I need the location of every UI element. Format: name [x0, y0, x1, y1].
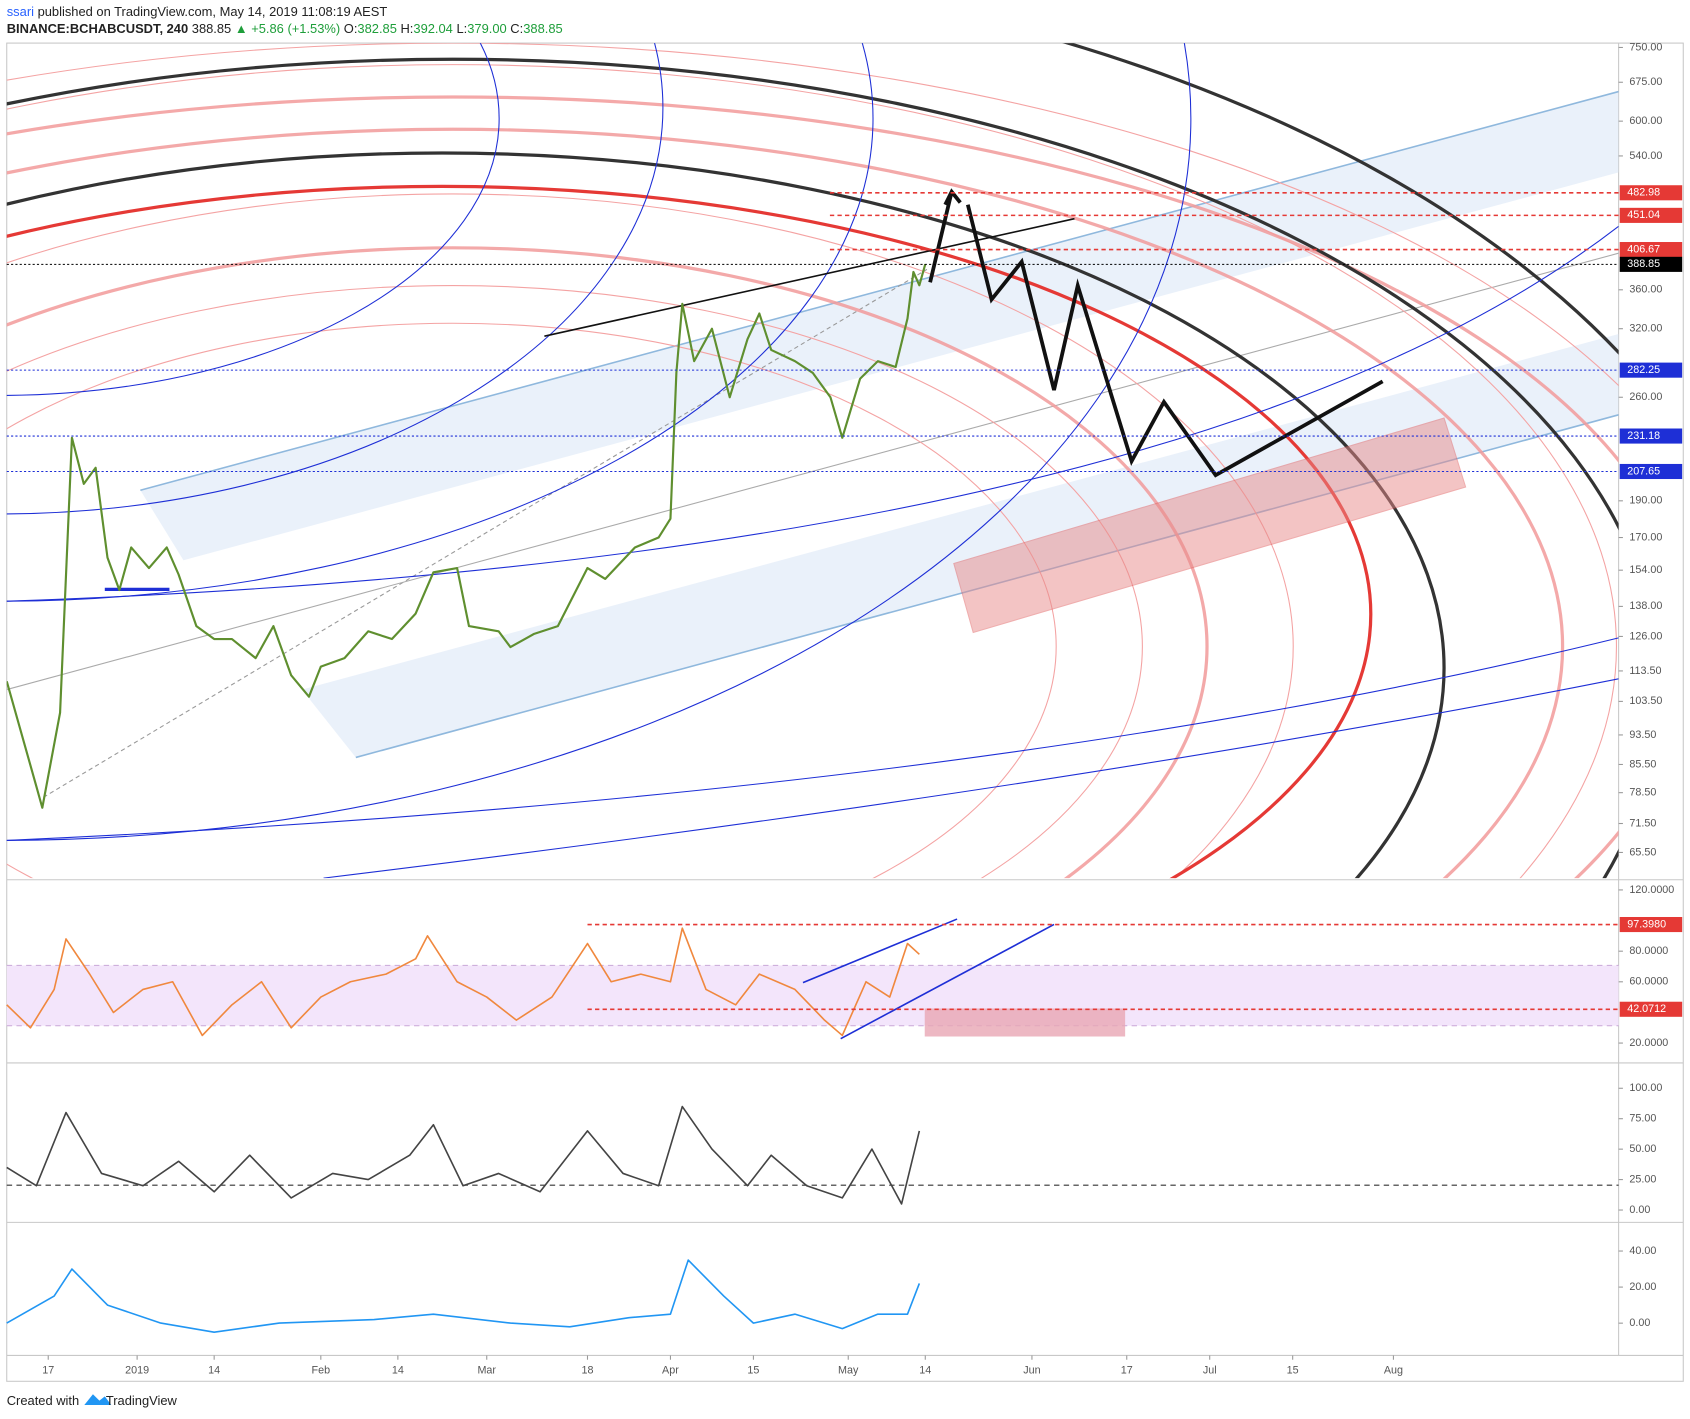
price-tag-label: 231.18: [1627, 430, 1660, 442]
x-tick-label: Jul: [1203, 1364, 1217, 1376]
published: published on TradingView.com, May 14, 20…: [38, 4, 388, 19]
footer-logo: [84, 1394, 112, 1405]
price-tag-label: 451.04: [1627, 209, 1660, 221]
y-tick-label: 113.50: [1629, 665, 1661, 677]
y-tick-label: 540.00: [1629, 150, 1662, 162]
price-tag-label: 42.0712: [1627, 1003, 1666, 1015]
y-tick-label: 80.0000: [1629, 945, 1668, 957]
y-tick-label: 60.0000: [1629, 976, 1668, 988]
y-tick-label: 320.00: [1629, 323, 1662, 335]
symbol: BINANCE:BCHABCUSDT, 240: [7, 22, 188, 37]
y-tick-label: 190.00: [1629, 495, 1662, 507]
price-tag: [1619, 428, 1683, 444]
y-tick-label: 600.00: [1629, 115, 1662, 127]
x-tick-label: 14: [919, 1364, 931, 1376]
y-tick-label: 0.00: [1629, 1317, 1650, 1329]
high-label: H:: [400, 22, 413, 37]
price-tag-label: 482.98: [1627, 187, 1660, 199]
y-tick-label: 360.00: [1629, 284, 1662, 296]
price-tag: [1619, 1001, 1683, 1017]
x-tick-label: 18: [581, 1364, 593, 1376]
y-tick-label: 0.00: [1629, 1204, 1650, 1216]
x-tick-label: 2019: [125, 1364, 149, 1376]
price-tag: [1619, 242, 1683, 258]
author[interactable]: ssari: [7, 4, 34, 19]
header-line-2: BINANCE:BCHABCUSDT, 240 388.85 ▲ +5.86 (…: [7, 22, 563, 37]
x-tick-label: 17: [1121, 1364, 1133, 1376]
y-tick-label: 65.50: [1629, 846, 1656, 858]
x-tick-label: Feb: [312, 1364, 331, 1376]
y-tick-label: 138.00: [1629, 600, 1662, 612]
price-tag-label: 282.25: [1627, 364, 1660, 376]
y-tick-label: 103.50: [1629, 695, 1662, 707]
pane-frames: [6, 42, 1684, 1382]
y-tick-label: 93.50: [1629, 729, 1656, 741]
price-tag: [1619, 207, 1683, 223]
x-tick-label: Mar: [477, 1364, 496, 1376]
series-line: [6, 1105, 921, 1205]
x-tick-label: Jun: [1023, 1364, 1040, 1376]
y-tick-label: 85.50: [1629, 758, 1656, 770]
x-tick-label: Aug: [1384, 1364, 1403, 1376]
x-tick-label: 14: [392, 1364, 404, 1376]
x-tick-label: Apr: [662, 1364, 679, 1376]
last-price: 388.85: [192, 22, 231, 37]
y-tick-label: 75.00: [1629, 1113, 1656, 1125]
y-tick-label: 20.00: [1629, 1281, 1656, 1293]
price-tag-label: 97.3980: [1627, 918, 1666, 930]
y-tick-label: 100.00: [1629, 1082, 1662, 1094]
price-tag: [1619, 256, 1683, 272]
y-tick-label: 78.50: [1629, 787, 1656, 799]
y-tick-label: 126.00: [1629, 630, 1662, 642]
x-tick-label: May: [838, 1364, 859, 1376]
open-value: 382.85: [357, 22, 396, 37]
y-tick-label: 120.0000: [1629, 884, 1674, 896]
header-line-1: ssari published on TradingView.com, May …: [7, 4, 388, 19]
price-tag: [1619, 916, 1683, 933]
price-tag-label: 406.67: [1627, 243, 1660, 255]
y-tick-label: 50.00: [1629, 1143, 1656, 1155]
footer-brand[interactable]: TradingView: [106, 1393, 178, 1408]
y-tick-label: 25.00: [1629, 1173, 1656, 1185]
close-value: 388.85: [523, 22, 562, 37]
high-value: 392.04: [413, 22, 452, 37]
y-tick-label: 675.00: [1629, 76, 1662, 88]
x-tick-label: 15: [747, 1364, 759, 1376]
low-value: 379.00: [467, 22, 506, 37]
open-label: O:: [344, 22, 358, 37]
series-line: [6, 927, 920, 1037]
y-tick-label: 260.00: [1629, 391, 1662, 403]
rsi-decor: [6, 918, 1619, 1040]
price-tag-label: 207.65: [1627, 465, 1660, 477]
price-tag: [1619, 362, 1683, 378]
y-tick-label: 154.00: [1629, 564, 1662, 576]
change: ▲ +5.86 (+1.53%): [235, 22, 340, 37]
y-tick-label: 750.00: [1629, 41, 1662, 53]
y-tick-label: 20.0000: [1629, 1037, 1668, 1049]
x-tick-label: 14: [208, 1364, 220, 1376]
low-label: L:: [456, 22, 467, 37]
price-tag: [1619, 463, 1683, 480]
x-tick-label: 15: [1287, 1364, 1299, 1376]
y-tick-label: 71.50: [1629, 817, 1656, 829]
price-tag-label: 388.85: [1627, 258, 1660, 270]
y-tick-label: 170.00: [1629, 531, 1662, 543]
y-tick-label: 40.00: [1629, 1245, 1656, 1257]
x-tick-label: 17: [42, 1364, 54, 1376]
footer-text: Created with: [7, 1393, 79, 1408]
price-tag: [1619, 185, 1683, 201]
series-line: [6, 263, 927, 809]
series-line: [6, 1259, 921, 1333]
close-label: C:: [510, 22, 523, 37]
